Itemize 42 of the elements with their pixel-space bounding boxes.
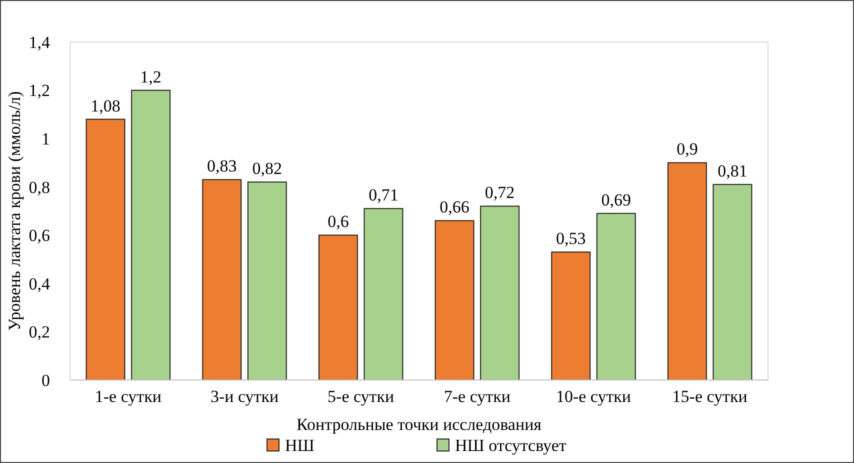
bar [480,206,520,380]
data-label: 0,82 [252,159,282,178]
x-tick-label: 3-и сутки [210,387,279,406]
legend-label: НШ отсутсвует [455,436,567,455]
data-label: 1,08 [90,96,120,116]
data-label: 1,2 [140,67,162,86]
x-tick-label: 1-е сутки [94,387,162,406]
data-label: 0,6 [328,212,349,232]
x-tick-label: 15-е сутки [672,387,748,406]
y-tick-label: 0 [42,370,50,390]
y-axis-title: Уровень лактата крови (ммоль/л) [5,91,24,331]
data-label: 0,72 [484,183,515,202]
data-label: 0,69 [601,190,632,210]
bar [712,184,752,380]
y-tick-label: 0,8 [28,178,50,197]
y-tick-label: 1 [42,130,50,149]
bar [434,220,474,380]
x-axis-title: Контрольные точки исследования [296,415,542,434]
y-tick-label: 0,2 [28,322,50,342]
bar [86,118,126,380]
x-tick-label: 7-е сутки [444,387,510,406]
data-label: 0,83 [206,156,237,176]
bar [667,162,707,380]
x-tick-label: 10-е сутки [556,387,632,406]
bar [202,179,242,380]
data-label: 0,53 [556,229,586,248]
y-tick-label: 0,6 [28,226,50,246]
y-tick-label: 1,4 [28,32,50,52]
bar [131,90,171,380]
bar [596,212,636,380]
y-tick-label: 0,4 [28,274,50,294]
bar [318,234,358,380]
bar [364,208,404,380]
data-label: 0,81 [718,161,748,180]
legend-label: НШ [285,436,314,455]
bar [247,182,287,380]
bar [551,252,591,380]
data-label: 0,9 [676,140,698,159]
x-tick-label: 5-е сутки [328,387,394,406]
y-tick-label: 1,2 [28,81,50,100]
data-label: 0,66 [440,198,470,217]
data-label: 0,71 [368,186,398,205]
